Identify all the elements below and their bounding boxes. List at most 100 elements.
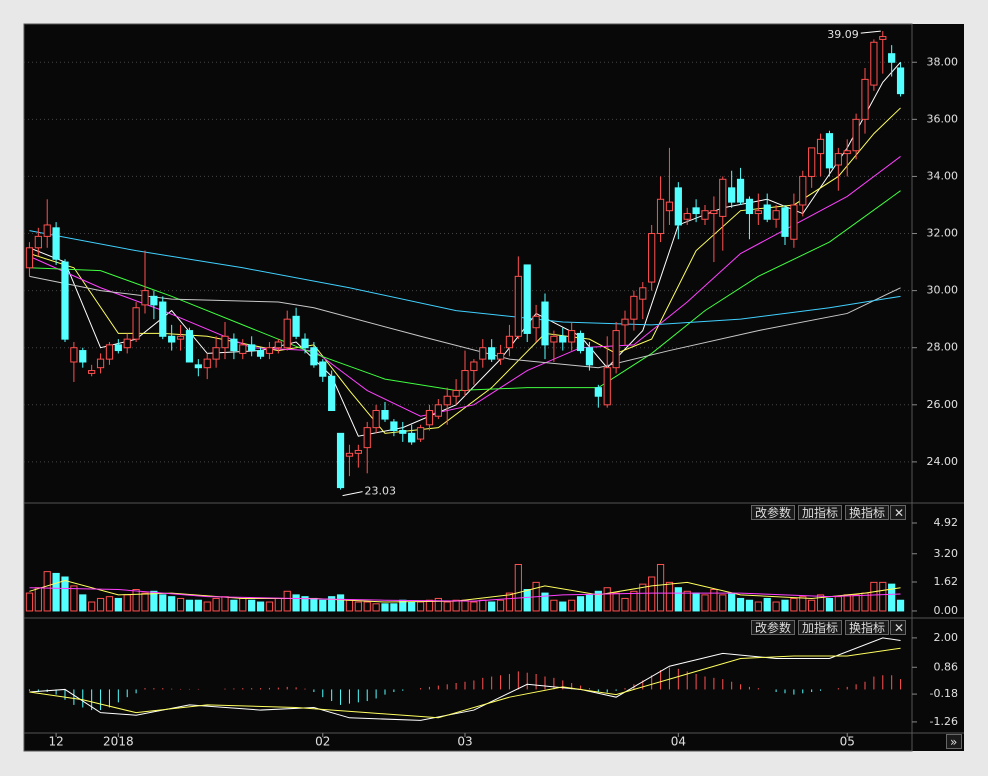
indicator-button[interactable]: 改参数 (751, 620, 796, 635)
y-tick-label: -0.18 (930, 687, 958, 700)
candle-body (150, 295, 158, 306)
y-tick-label: 26.00 (927, 398, 959, 411)
candle-body (639, 287, 647, 300)
candle-body (728, 187, 736, 203)
volume-bar (639, 583, 647, 612)
close-button[interactable]: ✕ (890, 505, 906, 520)
volume-bar (461, 599, 469, 612)
candle-body (505, 335, 514, 349)
candle-body (514, 275, 522, 337)
volume-bar (408, 601, 416, 612)
candle-body (79, 350, 87, 363)
volume-bar (212, 597, 220, 612)
candle-body (399, 429, 407, 434)
volume-bar (176, 597, 185, 612)
candle-body (416, 427, 425, 440)
high-annotation: 39.09 (827, 28, 859, 41)
volume-bar (221, 596, 229, 612)
x-tick-label: 03 (457, 735, 472, 749)
indicator-button[interactable]: 换指标 (845, 620, 890, 635)
candle-body (843, 150, 851, 155)
volume-bar (443, 601, 451, 612)
volume-bar (888, 583, 896, 612)
volume-bar (301, 596, 309, 612)
volume-bar (274, 597, 282, 612)
volume-bar (230, 599, 238, 612)
y-tick-label: 0.00 (934, 604, 959, 617)
candle-body (301, 338, 309, 349)
volume-bar (372, 603, 380, 612)
indicator-line (29, 190, 901, 392)
candle-body (674, 187, 682, 226)
indicator-line (29, 230, 901, 326)
indicator-button[interactable]: 换指标 (845, 505, 890, 520)
candle-body (256, 350, 265, 357)
candle-body (159, 301, 167, 337)
candle-body (274, 341, 282, 349)
volume-bar (248, 599, 256, 612)
volume-bar (416, 601, 425, 612)
close-button[interactable]: ✕ (890, 620, 906, 635)
volume-bar (381, 603, 389, 612)
candle-body (363, 427, 371, 449)
candle-body (799, 175, 807, 206)
indicator-button[interactable]: 加指标 (798, 620, 843, 635)
volume-bar (496, 599, 505, 612)
volume-bar (239, 597, 247, 612)
candle-body (479, 347, 487, 360)
candle-body (692, 207, 700, 215)
y-tick-label: -1.26 (930, 715, 958, 728)
candle-body (852, 118, 860, 152)
candle-body (656, 198, 665, 235)
volume-bar (105, 596, 114, 612)
y-tick-label: 24.00 (927, 455, 959, 468)
candle-body (70, 347, 78, 363)
volume-bar (559, 601, 567, 612)
candle-body (683, 213, 691, 220)
indicator-button[interactable]: 加指标 (798, 505, 843, 520)
low-annotation: 23.03 (365, 485, 397, 498)
volume-bar (745, 599, 754, 612)
volume-bar (150, 590, 158, 612)
candle-body (176, 335, 185, 340)
candle-body (834, 153, 842, 166)
volume-bar (719, 594, 727, 612)
candle-body (390, 421, 398, 431)
candle-body (319, 361, 327, 377)
y-tick-label: 2.00 (934, 631, 959, 644)
candle-body (870, 41, 878, 86)
candle-body (576, 332, 585, 352)
y-tick-label: 1.62 (934, 575, 959, 588)
volume-bar (692, 592, 700, 612)
volume-bar (736, 597, 745, 612)
volume-bar (61, 576, 69, 612)
candle-body (283, 318, 291, 349)
candle-body (203, 358, 211, 369)
candle-body (239, 344, 247, 354)
candle-body (896, 67, 905, 95)
indicator-line (29, 275, 901, 369)
y-tick-label: 32.00 (927, 227, 959, 240)
y-tick-label: 36.00 (927, 112, 959, 125)
volume-bar (630, 590, 638, 612)
candle-body (541, 301, 549, 346)
scroll-button[interactable]: » (946, 734, 962, 749)
volume-bar (710, 589, 718, 612)
volume-bar (763, 597, 771, 612)
candle-body (354, 449, 362, 454)
volume-bar (132, 589, 140, 612)
volume-bar (203, 601, 211, 612)
volume-bar (256, 601, 265, 612)
volume-bar (550, 599, 558, 612)
volume-bar (568, 599, 576, 612)
y-tick-label: 4.92 (934, 516, 959, 529)
candle-body (736, 178, 745, 203)
volume-bar (345, 599, 354, 612)
volume-bar (310, 597, 318, 612)
candle-body (621, 318, 629, 326)
candle-body (443, 395, 451, 406)
candle-body (96, 358, 105, 369)
indicator-button[interactable]: 改参数 (751, 505, 796, 520)
candle-body (808, 147, 816, 177)
